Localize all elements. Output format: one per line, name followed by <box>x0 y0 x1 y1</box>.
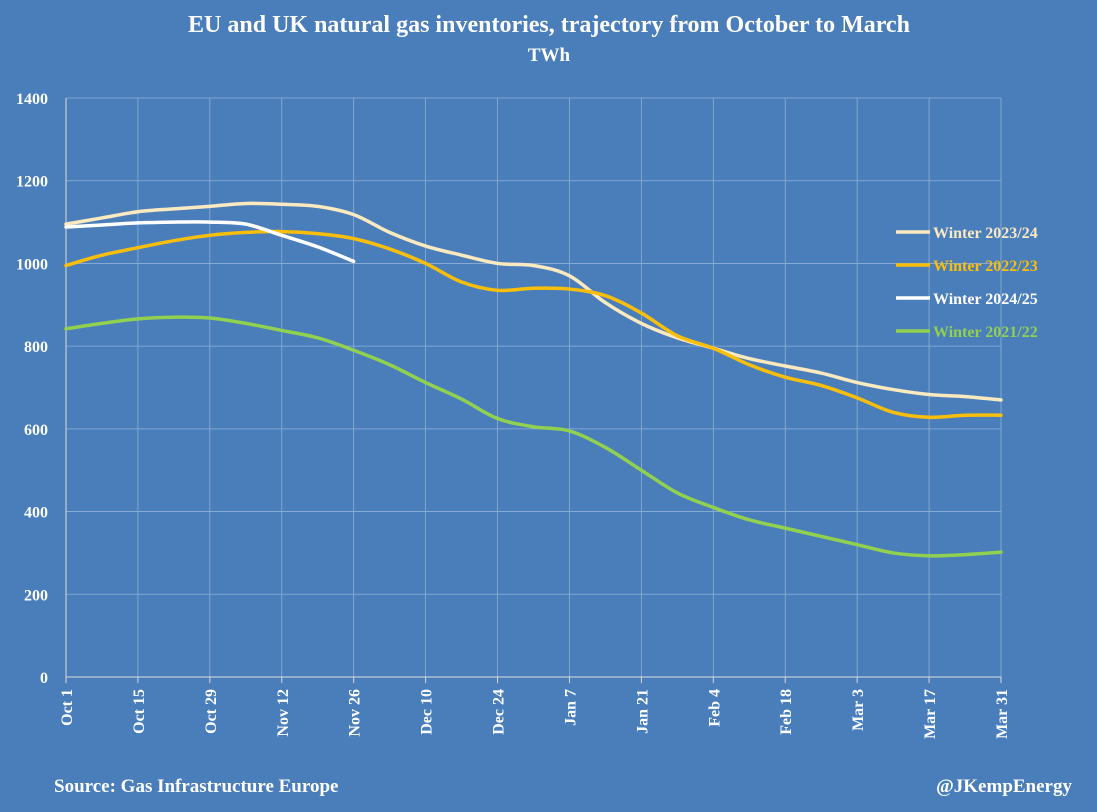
series-lines <box>64 201 1003 558</box>
x-tick-label: Dec 24 <box>491 689 508 735</box>
y-tick-label: 1400 <box>16 91 48 108</box>
x-tick-label: Oct 29 <box>203 689 220 734</box>
x-tick-label: Mar 3 <box>850 689 867 731</box>
chart-subtitle: TWh <box>528 45 571 66</box>
x-tick-label: Oct 15 <box>131 689 148 734</box>
legend-label: Winter 2023/24 <box>933 225 1038 242</box>
x-tick-label: Feb 18 <box>778 689 795 735</box>
x-tick-label: Jan 21 <box>634 689 651 734</box>
y-tick-label: 200 <box>24 587 48 604</box>
x-tick-label: Mar 17 <box>922 689 939 739</box>
series-line-winter-2021-22 <box>64 315 1003 558</box>
x-tick-label: Mar 31 <box>994 689 1011 739</box>
axes: 0 200 400 600 800 1000 1200 1400 Oct 1 Oct 15 Oct … <box>16 91 1011 739</box>
y-tick-label: 600 <box>24 422 48 439</box>
author-credit: @JKempEnergy <box>936 776 1072 797</box>
series-line-winter-2023-24 <box>64 201 1003 402</box>
chart-title: EU and UK natural gas inventories, traje… <box>188 12 910 38</box>
legend-label: Winter 2022/23 <box>933 258 1038 275</box>
x-tick-label: Nov 26 <box>347 689 364 737</box>
x-tick-label: Oct 1 <box>59 689 76 726</box>
source-note: Source: Gas Infrastructure Europe <box>54 776 338 797</box>
x-tick-label: Jan 7 <box>562 689 579 726</box>
y-tick-label: 1000 <box>16 256 48 273</box>
x-tick-label: Dec 10 <box>419 689 436 735</box>
legend-label: Winter 2021/22 <box>933 324 1038 341</box>
x-tick-label: Nov 12 <box>275 689 292 737</box>
y-tick-label: 800 <box>24 339 48 356</box>
x-tick-label: Feb 4 <box>706 689 723 727</box>
y-tick-label: 0 <box>40 670 48 687</box>
series-line-winter-2022-23 <box>64 229 1003 420</box>
series-line-winter-2024-25 <box>64 220 356 264</box>
legend: Winter 2023/24 Winter 2022/23 Winter 2024/… <box>896 225 1038 341</box>
y-tick-label: 400 <box>24 505 48 522</box>
legend-label: Winter 2024/25 <box>933 291 1038 308</box>
y-tick-label: 1200 <box>16 174 48 191</box>
gridlines <box>65 97 1002 678</box>
